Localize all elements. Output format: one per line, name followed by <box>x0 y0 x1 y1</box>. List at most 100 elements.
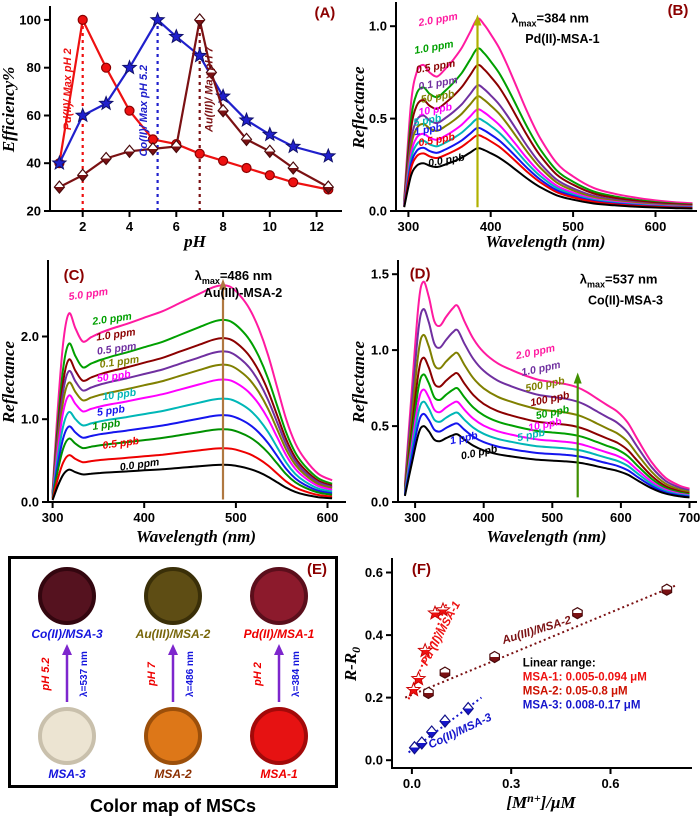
annotation-msa-3-0-008-0-17-m: MSA-3: 0.008-0.17 μM <box>523 700 641 712</box>
ph-label: pH 5.2 <box>40 657 52 691</box>
curve-2-0-ppm <box>51 318 333 493</box>
marker-au-iii <box>193 12 206 27</box>
annotation-0-0-ppb: 0.0 ppb <box>427 151 466 169</box>
x-tick-label: 500 <box>541 510 563 525</box>
y-tick-label: 0.0 <box>21 495 39 510</box>
y-tick-label: 100 <box>19 12 41 27</box>
color-map-grid: Co(II)/MSA-3 pH 5.2 λ=537 nm MSA-3 Au(III)/M… <box>11 567 335 781</box>
marker-au-iii <box>170 139 183 154</box>
y-tick-label: 1.0 <box>371 343 389 358</box>
curve-500-ppb <box>403 333 690 493</box>
x-tick-label: 10 <box>263 219 277 234</box>
marker-au-iii <box>76 168 89 183</box>
lambda-max-label: λmax=384 nm <box>511 11 589 29</box>
curve-0-0-ppb <box>403 147 693 210</box>
color-map-column-3: Pd(II)/MSA-1 pH 2 λ=384 nm MSA-1 <box>227 567 331 781</box>
marker-pd-ii <box>241 162 252 174</box>
blank-sensor-disc-label: MSA-3 <box>48 767 86 781</box>
marker-au-iii-msa-2 <box>423 686 434 700</box>
marker-co-ii-msa-3 <box>408 740 421 755</box>
color-map-caption: Color map of MSCs <box>89 796 256 816</box>
annotation-b: (B) <box>668 2 689 19</box>
annotation-msa-2-0-05-0-8-m: MSA-2: 0.05-0.8 μM <box>523 686 628 698</box>
x-tick-label: 300 <box>398 219 420 234</box>
marker-co-ii <box>121 59 138 75</box>
blank-sensor-disc-label: MSA-1 <box>260 767 298 781</box>
x-tick-label: 600 <box>317 510 339 525</box>
x-tick-label: 400 <box>133 510 155 525</box>
curve-0-5-ppb <box>51 447 333 500</box>
marker-pd-ii <box>77 14 88 25</box>
marker-pd-ii <box>288 177 299 188</box>
panel-f-calibration-scatter: 0.0 0.3 0.6 0.0 0.2 0.4 0.6 [Mn+]/μM R-R0 (F) Pd (… <box>342 552 698 814</box>
metal-loaded-disc <box>38 567 96 625</box>
x-axis-label: pH <box>182 232 207 251</box>
chart-a-svg: 2 4 6 8 10 12 20 40 60 80 100 pH Efficiency% (A) Pd(II… <box>0 5 342 251</box>
annotation-1-ppb: 1 ppb <box>92 417 122 433</box>
annotation-co-ii-max-ph-5-2: Co(II)/ Max pH 5.2 <box>138 65 150 157</box>
marker-au-iii <box>264 144 276 159</box>
marker-pd-ii-msa-1 <box>417 642 434 658</box>
curve-1-ppb <box>51 428 333 499</box>
marker-au-iii-msa-2 <box>572 607 583 620</box>
annotation-10-ppb: 10 ppb <box>102 386 138 403</box>
line-au-iii <box>58 19 329 189</box>
lambda-max-label: λmax=537 nm <box>580 271 658 289</box>
lambda-label: λ=384 nm <box>291 651 302 697</box>
curve-1-0-ppm <box>403 308 690 492</box>
annotation-5-ppb: 5 ppb <box>516 426 546 444</box>
marker-co-ii <box>320 147 337 163</box>
y-tick-label: 60 <box>27 108 41 123</box>
x-tick-label: 600 <box>610 510 632 525</box>
y-axis-label: Reflectance <box>350 340 368 424</box>
annotation-pd-ii-msa-1: Pd(II)-MSA-1 <box>525 32 599 46</box>
curve-0-0-ppm <box>51 463 333 501</box>
color-map-column-1: Co(II)/MSA-3 pH 5.2 λ=537 nm MSA-3 <box>15 567 119 781</box>
lambda-marker-arrowhead <box>219 278 227 290</box>
panel-d-co-msa3-spectra: 300 400 500 600 700 0.0 0.5 1.0 1.5 Wavelength (n… <box>350 256 700 548</box>
marker-co-ii <box>261 126 278 142</box>
x-axis-label: [Mn+]/μM <box>506 791 576 812</box>
up-arrow-head <box>274 644 284 655</box>
transition-arrow: pH 5.2 λ=537 nm <box>40 644 90 702</box>
x-tick-label: 0.3 <box>502 776 520 791</box>
marker-co-ii-msa-3 <box>462 701 474 716</box>
annotation-50-ppb: 50 ppb <box>420 88 456 106</box>
annotation-f: (F) <box>412 561 431 578</box>
trend-au-iii-msa-2 <box>404 584 678 699</box>
marker-co-ii <box>191 47 208 63</box>
marker-co-ii <box>98 95 115 111</box>
chart-c-svg: 300 400 500 600 0.0 1.0 2.0 Wavelength (nm) Refl… <box>0 260 346 546</box>
x-tick-label: 2 <box>79 219 86 234</box>
x-tick-label: 700 <box>679 510 700 525</box>
annotation-2-0-ppm: 2.0 ppm <box>91 310 133 328</box>
curve-5-0-ppm <box>51 284 333 492</box>
curve-5-ppb <box>51 414 333 498</box>
panel-a-ph-efficiency-chart: 2 4 6 8 10 12 20 40 60 80 100 pH Efficiency% (A) Pd(II… <box>0 0 348 253</box>
marker-co-ii <box>238 111 255 128</box>
y-tick-label: 1.0 <box>369 19 387 34</box>
lambda-max-label: λmax=486 nm <box>195 268 273 286</box>
x-tick-label: 0.6 <box>601 776 619 791</box>
x-tick-label: 4 <box>126 219 134 234</box>
x-axis-label: Wavelength (nm) <box>485 232 605 251</box>
marker-pd-ii <box>264 170 275 181</box>
marker-pd-ii-msa-1 <box>405 681 422 697</box>
transition-arrow: pH 7 λ=486 nm <box>146 644 196 702</box>
annotation-1-0-ppm: 1.0 ppm <box>95 326 136 343</box>
marker-au-iii-msa-2 <box>489 650 500 664</box>
annotation-au-iii-msa-2: Au(III)-MSA-2 <box>204 286 283 300</box>
marker-au-iii <box>322 180 335 195</box>
annotation-10-ppb: 10 ppb <box>418 101 454 119</box>
y-tick-label: 0.5 <box>371 419 389 434</box>
marker-pd-ii <box>194 148 205 159</box>
y-tick-label: 20 <box>27 204 41 219</box>
curve-2-0-ppm <box>403 17 693 205</box>
blank-sensor-disc-label: MSA-2 <box>154 767 192 781</box>
line-co-ii <box>58 18 329 164</box>
annotation-linear-range: Linear range: <box>523 657 596 669</box>
annotation-0-5-ppm: 0.5 ppm <box>96 340 137 357</box>
y-axis-label: Reflectance <box>0 340 18 424</box>
x-tick-label: 400 <box>473 510 495 525</box>
